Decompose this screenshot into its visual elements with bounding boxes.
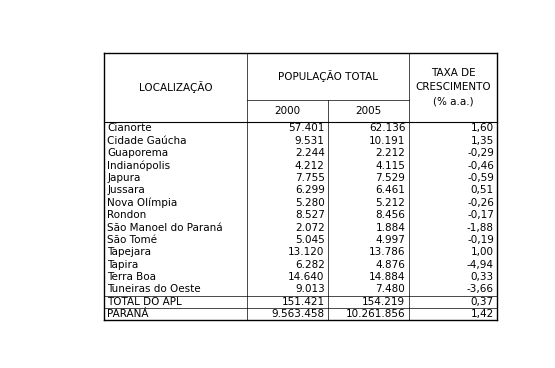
- Text: 5.212: 5.212: [376, 198, 405, 208]
- Text: 6.299: 6.299: [295, 185, 325, 195]
- Text: Terra Boa: Terra Boa: [107, 272, 156, 282]
- Text: 13.786: 13.786: [369, 247, 405, 257]
- Text: 5.280: 5.280: [295, 198, 325, 208]
- Text: 10.261.856: 10.261.856: [346, 309, 405, 319]
- Text: São Manoel do Paraná: São Manoel do Paraná: [107, 223, 223, 233]
- Text: Tapira: Tapira: [107, 260, 139, 270]
- Text: 4.876: 4.876: [376, 260, 405, 270]
- Text: -0,26: -0,26: [467, 198, 494, 208]
- Text: 4.997: 4.997: [376, 235, 405, 245]
- Text: TOTAL DO APL: TOTAL DO APL: [107, 297, 182, 307]
- Text: Guaporema: Guaporema: [107, 148, 168, 158]
- Text: 2000: 2000: [275, 106, 301, 116]
- Text: -0,29: -0,29: [467, 148, 494, 158]
- Text: PARANÁ: PARANÁ: [107, 309, 149, 319]
- Text: 151.421: 151.421: [281, 297, 325, 307]
- Text: 57.401: 57.401: [288, 124, 325, 134]
- Text: 62.136: 62.136: [369, 124, 405, 134]
- Text: Nova Olímpia: Nova Olímpia: [107, 198, 178, 208]
- Text: 1.884: 1.884: [376, 223, 405, 233]
- Text: 154.219: 154.219: [362, 297, 405, 307]
- Text: Jussara: Jussara: [107, 185, 145, 195]
- Text: 9.531: 9.531: [295, 136, 325, 146]
- Text: 0,51: 0,51: [471, 185, 494, 195]
- Text: Tuneiras do Oeste: Tuneiras do Oeste: [107, 284, 201, 294]
- Text: 9.013: 9.013: [295, 284, 325, 294]
- Text: Indianópolis: Indianópolis: [107, 160, 170, 171]
- Text: 0,37: 0,37: [471, 297, 494, 307]
- Text: 6.282: 6.282: [295, 260, 325, 270]
- Text: 7.480: 7.480: [376, 284, 405, 294]
- Text: 1,60: 1,60: [471, 124, 494, 134]
- Text: Japura: Japura: [107, 173, 140, 183]
- Text: 2.244: 2.244: [295, 148, 325, 158]
- Text: 0,33: 0,33: [471, 272, 494, 282]
- Text: Cianorte: Cianorte: [107, 124, 152, 134]
- Text: TAXA DE
CRESCIMENTO
(% a.a.): TAXA DE CRESCIMENTO (% a.a.): [415, 68, 491, 106]
- Text: 14.884: 14.884: [369, 272, 405, 282]
- Text: -3,66: -3,66: [467, 284, 494, 294]
- Text: -0,59: -0,59: [467, 173, 494, 183]
- Text: 1,42: 1,42: [471, 309, 494, 319]
- Text: 2.212: 2.212: [376, 148, 405, 158]
- Text: 2005: 2005: [355, 106, 382, 116]
- Text: 8.527: 8.527: [295, 210, 325, 220]
- Text: 7.755: 7.755: [295, 173, 325, 183]
- Text: -0,19: -0,19: [467, 235, 494, 245]
- Text: Rondon: Rondon: [107, 210, 147, 220]
- Text: -1,88: -1,88: [467, 223, 494, 233]
- Text: Cidade Gaúcha: Cidade Gaúcha: [107, 136, 186, 146]
- Text: 4.212: 4.212: [295, 160, 325, 171]
- Text: -0,46: -0,46: [467, 160, 494, 171]
- Text: POPULAÇÃO TOTAL: POPULAÇÃO TOTAL: [278, 70, 378, 82]
- Text: -0,17: -0,17: [467, 210, 494, 220]
- Text: Tapejara: Tapejara: [107, 247, 151, 257]
- Text: 5.045: 5.045: [295, 235, 325, 245]
- Text: São Tomé: São Tomé: [107, 235, 157, 245]
- Text: 9.563.458: 9.563.458: [271, 309, 325, 319]
- Text: 1,35: 1,35: [471, 136, 494, 146]
- Text: 14.640: 14.640: [288, 272, 325, 282]
- Text: 13.120: 13.120: [288, 247, 325, 257]
- Text: -4,94: -4,94: [467, 260, 494, 270]
- Text: 4.115: 4.115: [376, 160, 405, 171]
- Text: 2.072: 2.072: [295, 223, 325, 233]
- Text: 6.461: 6.461: [376, 185, 405, 195]
- Text: 7.529: 7.529: [376, 173, 405, 183]
- Text: 1,00: 1,00: [471, 247, 494, 257]
- Text: 8.456: 8.456: [376, 210, 405, 220]
- Text: LOCALIZAÇÃO: LOCALIZAÇÃO: [139, 82, 213, 93]
- Text: 10.191: 10.191: [369, 136, 405, 146]
